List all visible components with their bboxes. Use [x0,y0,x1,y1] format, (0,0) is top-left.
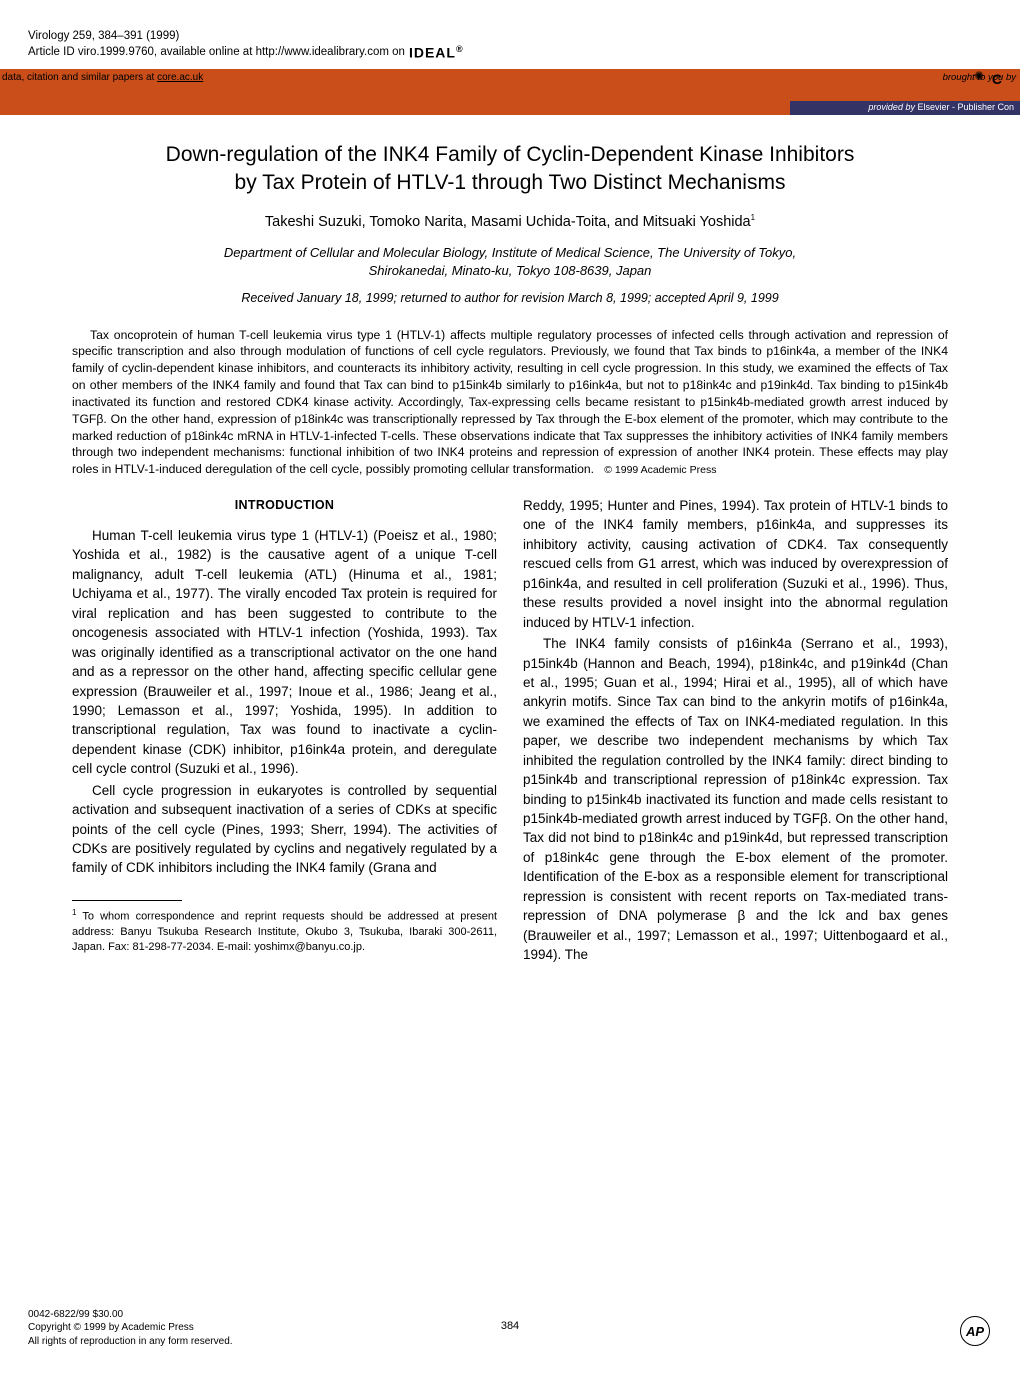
footnote: 1 To whom correspondence and reprint req… [72,907,497,955]
page-content: Down-regulation of the INK4 Family of Cy… [0,115,1020,967]
footnote-text: To whom correspondence and reprint reque… [72,911,497,953]
bottom-copyright: 0042-6822/99 $30.00 Copyright © 1999 by … [28,1308,233,1349]
authors: Takeshi Suzuki, Tomoko Narita, Masami Uc… [72,213,948,230]
abstract-copyright: © 1999 Academic Press [604,464,716,476]
article-id-text: Article ID viro.1999.9760, available onl… [28,46,405,58]
copyright-line: Copyright © 1999 by Academic Press [28,1321,233,1335]
page-number: 384 [501,1320,519,1332]
received-dates: Received January 18, 1999; returned to a… [72,291,948,305]
affiliation-line-1: Department of Cellular and Molecular Bio… [72,244,948,262]
core-banner-left: data, citation and similar papers at cor… [2,72,203,83]
isbn-price: 0042-6822/99 $30.00 [28,1308,233,1322]
article-id-line: Article ID viro.1999.9760, available onl… [28,44,992,61]
rights-line: All rights of reproduction in any form r… [28,1335,233,1349]
left-para-1: Human T-cell leukemia virus type 1 (HTLV… [72,526,497,779]
journal-header: Virology 259, 384–391 (1999) Article ID … [0,0,1020,69]
author-sup: 1 [751,213,755,222]
ideal-logo-text: IDEAL [409,45,456,61]
title-line-1: Down-regulation of the INK4 Family of Cy… [72,141,948,169]
right-para-1: Reddy, 1995; Hunter and Pines, 1994). Ta… [523,496,948,632]
affiliation-line-2: Shirokanedai, Minato-ku, Tokyo 108-8639,… [72,262,948,280]
footnote-separator [72,900,182,901]
core-link[interactable]: core.ac.uk [157,72,203,83]
affiliation: Department of Cellular and Molecular Bio… [72,244,948,280]
right-para-2: The INK4 family consists of p16ink4a (Se… [523,634,948,964]
ap-logo-text: AP [966,1324,984,1339]
core-c-label: C [992,71,1002,87]
abstract: Tax oncoprotein of human T-cell leukemia… [72,327,948,478]
authors-text: Takeshi Suzuki, Tomoko Narita, Masami Uc… [265,214,751,230]
ideal-logo: IDEAL® [409,44,464,61]
core-provider-strip: provided by Elsevier - Publisher Con [790,101,1020,115]
right-column: Reddy, 1995; Hunter and Pines, 1994). Ta… [523,496,948,967]
abstract-text: Tax oncoprotein of human T-cell leukemia… [72,328,948,477]
body-columns: INTRODUCTION Human T-cell leukemia virus… [72,496,948,967]
academic-press-logo: AP [960,1316,990,1346]
core-banner: data, citation and similar papers at cor… [0,69,1020,115]
left-para-2: Cell cycle progression in eukaryotes is … [72,781,497,878]
title-line-2: by Tax Protein of HTLV-1 through Two Dis… [72,169,948,197]
intro-heading: INTRODUCTION [72,496,497,514]
journal-citation: Virology 259, 384–391 (1999) [28,30,992,42]
left-column: INTRODUCTION Human T-cell leukemia virus… [72,496,497,967]
core-sun-icon: ✺ [974,69,984,83]
ideal-logo-sup: ® [456,44,464,54]
core-banner-text: data, citation and similar papers at [2,72,157,83]
article-title: Down-regulation of the INK4 Family of Cy… [72,141,948,198]
